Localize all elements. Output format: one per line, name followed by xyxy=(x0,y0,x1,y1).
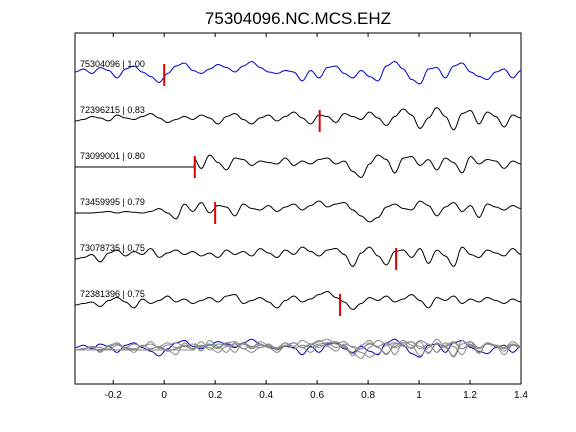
x-tick-label: 0.2 xyxy=(208,390,222,401)
x-tick-label: 0.8 xyxy=(361,390,375,401)
trace-line xyxy=(74,246,522,268)
overlay-trace xyxy=(74,338,522,358)
trace-label: 75304096 | 1.00 xyxy=(80,59,145,69)
x-tick-label: 1.4 xyxy=(514,390,528,401)
trace-label: 73459995 | 0.79 xyxy=(80,197,145,207)
trace-line xyxy=(74,60,522,85)
traces-group: 75304096 | 1.00 72396215 | 0.83 73099001 |… xyxy=(74,59,522,316)
x-tick-label: 1.2 xyxy=(463,390,477,401)
overlay-trace xyxy=(75,339,522,359)
x-tick-label: 1 xyxy=(416,390,422,401)
overlay-trace xyxy=(74,339,522,357)
x-tick-label: 0.4 xyxy=(259,390,273,401)
x-axis: -0.2 0 0.2 0.4 0.6 0.8 1 1.2 1.4 xyxy=(105,33,528,401)
plot-frame xyxy=(74,32,522,385)
trace-label: 72396215 | 0.83 xyxy=(80,105,145,115)
trace-label: 72381396 | 0.75 xyxy=(80,289,145,299)
trace-line xyxy=(74,290,522,311)
trace-line xyxy=(74,107,522,131)
trace-label: 73078735 | 0.75 xyxy=(80,243,145,253)
trace-line xyxy=(75,200,522,223)
overlay-group xyxy=(74,338,522,359)
trace-line xyxy=(75,154,522,178)
x-tick-label: 0 xyxy=(161,390,167,401)
chart-title: 75304096.NC.MCS.EHZ xyxy=(205,9,391,28)
x-tick-label: -0.2 xyxy=(105,390,123,401)
trace-label: 73099001 | 0.80 xyxy=(80,151,145,161)
overlay-trace xyxy=(74,338,522,355)
x-tick-label: 0.6 xyxy=(310,390,324,401)
